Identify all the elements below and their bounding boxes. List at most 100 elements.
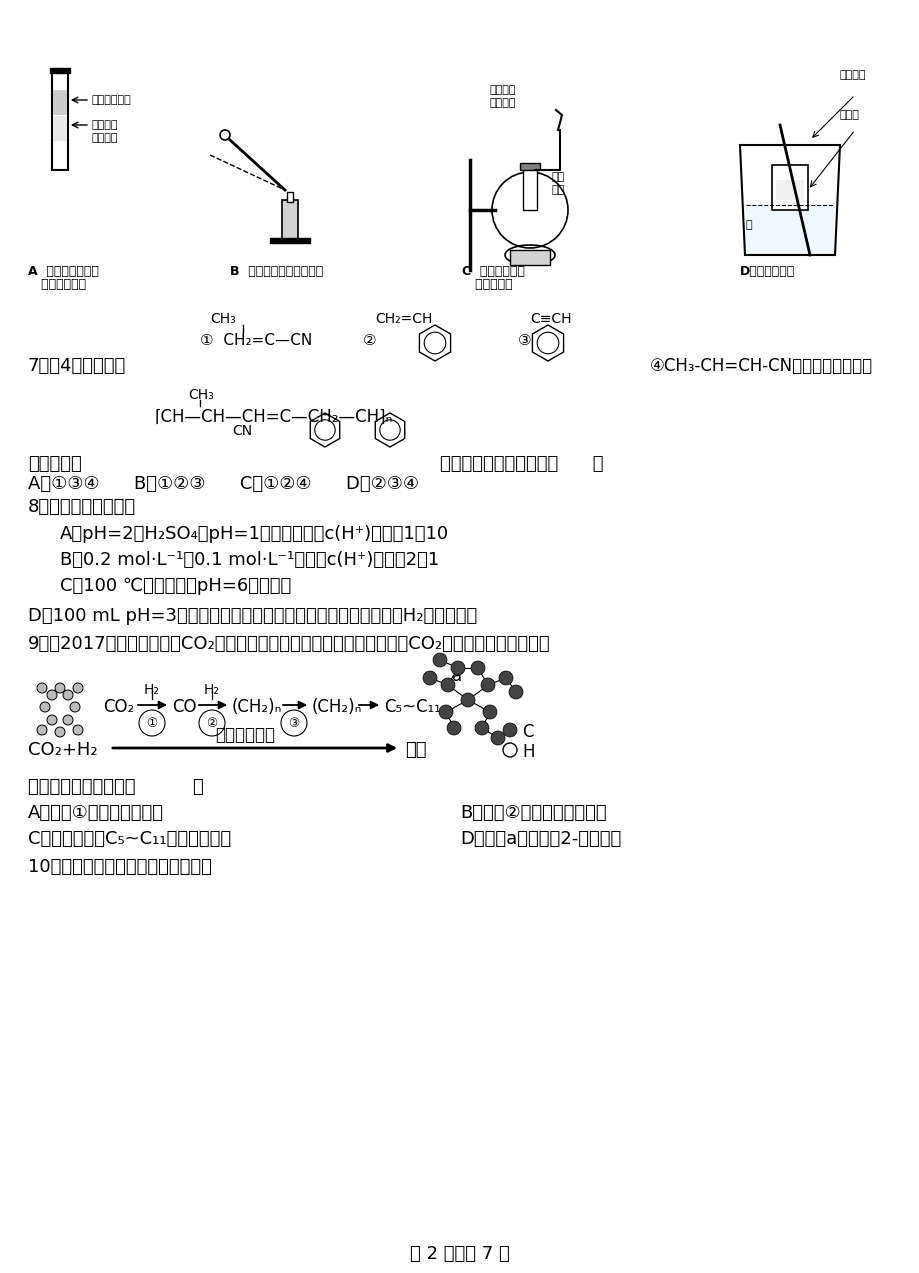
Text: D．检验酸稀释: D．检验酸稀释: [739, 265, 794, 278]
Text: H₂: H₂: [144, 684, 160, 698]
Circle shape: [471, 661, 484, 675]
Bar: [771, 165, 807, 210]
Circle shape: [460, 693, 474, 707]
Circle shape: [55, 727, 65, 737]
Text: 下列说法不正确的是（          ）: 下列说法不正确的是（ ）: [28, 778, 203, 796]
Circle shape: [280, 710, 307, 736]
Circle shape: [440, 679, 455, 693]
Circle shape: [139, 710, 165, 736]
Text: D．图中a的名称是2-甲基丁烷: D．图中a的名称是2-甲基丁烷: [460, 830, 620, 848]
Text: CO: CO: [172, 698, 197, 715]
Circle shape: [47, 715, 57, 726]
Text: 的高分子材料正确的是（      ）: 的高分子材料正确的是（ ）: [439, 454, 603, 474]
Text: 结构简式为: 结构简式为: [28, 454, 82, 474]
Circle shape: [481, 679, 494, 693]
Bar: [50, 67, 70, 73]
Text: CH₃: CH₃: [187, 388, 213, 402]
Text: 锌粒: 锌粒: [551, 172, 564, 182]
Text: a: a: [451, 667, 461, 685]
Circle shape: [55, 684, 65, 693]
Circle shape: [498, 671, 513, 685]
Text: C≡CH: C≡CH: [529, 312, 571, 326]
Circle shape: [62, 715, 73, 726]
Circle shape: [199, 710, 225, 736]
Text: C: C: [521, 723, 533, 741]
Bar: [745, 205, 834, 255]
Text: ②: ②: [363, 334, 376, 348]
Text: C₅~C₁₁: C₅~C₁₁: [383, 698, 440, 715]
Circle shape: [508, 685, 522, 699]
Text: A．①③④      B．①②③      C．①②④      D．②③④: A．①③④ B．①②③ C．①②④ D．②③④: [28, 475, 418, 493]
Bar: [52, 70, 68, 171]
Text: 多功能催化剂: 多功能催化剂: [215, 726, 275, 743]
Text: ④CH₃-CH=CH-CN，其中可用于合成: ④CH₃-CH=CH-CN，其中可用于合成: [650, 356, 872, 376]
Bar: [509, 250, 550, 265]
Text: ②: ②: [206, 717, 218, 729]
Circle shape: [447, 721, 460, 735]
Circle shape: [503, 723, 516, 737]
Text: 7．有4种有机物：: 7．有4种有机物：: [28, 356, 126, 376]
Circle shape: [491, 731, 505, 745]
Text: B．反应②中只有碳碳键形成: B．反应②中只有碳碳键形成: [460, 805, 606, 822]
Text: 产生气体: 产生气体: [490, 85, 516, 95]
Text: C．汽油主要是C₅~C₁₁的烃类混合物: C．汽油主要是C₅~C₁₁的烃类混合物: [28, 830, 231, 848]
Text: 不断搅拌: 不断搅拌: [839, 70, 866, 80]
Text: CN: CN: [232, 424, 252, 438]
Text: C  制备并检验氯: C 制备并检验氯: [461, 265, 525, 278]
Bar: [287, 192, 292, 202]
Text: 汽油: 汽油: [404, 741, 426, 759]
Text: 水: 水: [745, 220, 752, 230]
Circle shape: [40, 701, 50, 712]
Bar: [53, 116, 67, 141]
Text: H: H: [521, 743, 534, 761]
Text: 并观察其颜色: 并观察其颜色: [28, 278, 86, 292]
Text: 氯氧化钠溶液: 氯氧化钠溶液: [92, 95, 131, 104]
Bar: [522, 168, 537, 210]
Text: A．反应①的产物中含有水: A．反应①的产物中含有水: [28, 805, 164, 822]
Text: CO₂: CO₂: [103, 698, 134, 715]
Circle shape: [73, 726, 83, 735]
Bar: [519, 163, 539, 171]
Circle shape: [474, 721, 489, 735]
Circle shape: [37, 684, 47, 693]
Text: 8．下列说法正确的是: 8．下列说法正确的是: [28, 498, 136, 516]
Text: H₂: H₂: [204, 684, 220, 698]
Text: 气的可燃性: 气的可燃性: [461, 278, 512, 292]
Text: CO₂+H₂: CO₂+H₂: [28, 741, 97, 759]
Text: 亚铁溶液: 亚铁溶液: [92, 132, 119, 143]
Text: 9．【2017北京卷】我国在CO₂催化加氢制取汽油方面取得突破性进展，CO₂转化过程示意图如下：: 9．【2017北京卷】我国在CO₂催化加氢制取汽油方面取得突破性进展，CO₂转化…: [28, 635, 550, 653]
Text: 新制硫酸: 新制硫酸: [92, 120, 119, 130]
Circle shape: [433, 653, 447, 667]
Bar: [282, 200, 298, 241]
Text: 第 2 页，共 7 页: 第 2 页，共 7 页: [410, 1245, 509, 1263]
Text: ①: ①: [146, 717, 157, 729]
Circle shape: [438, 705, 452, 719]
Circle shape: [62, 690, 73, 700]
Text: B  观察钾离子的焰色反应: B 观察钾离子的焰色反应: [230, 265, 323, 278]
Circle shape: [70, 701, 80, 712]
Bar: [53, 90, 67, 115]
Text: D．100 mL pH=3的盐酸和醋酸溶液，分别与足量锌反应后，所得H₂的质量相等: D．100 mL pH=3的盐酸和醋酸溶液，分别与足量锌反应后，所得H₂的质量相…: [28, 607, 477, 625]
Text: ③: ③: [517, 334, 531, 348]
Text: CH₂=CH: CH₂=CH: [375, 312, 432, 326]
Text: CH₃: CH₃: [210, 312, 235, 326]
Text: A．pH=2的H₂SO₄与pH=1的硝酸溶液中c(H⁺)之比为1：10: A．pH=2的H₂SO₄与pH=1的硝酸溶液中c(H⁺)之比为1：10: [60, 524, 448, 544]
Text: 立即点燃: 立即点燃: [490, 98, 516, 108]
Text: B．0.2 mol·L⁻¹与0.1 mol·L⁻¹醋酸中c(H⁺)之比为2：1: B．0.2 mol·L⁻¹与0.1 mol·L⁻¹醋酸中c(H⁺)之比为2：1: [60, 551, 438, 569]
Text: ①  CH₂=C—CN: ① CH₂=C—CN: [199, 334, 312, 348]
Text: C．100 ℃时，纯水的pH=6，显酸性: C．100 ℃时，纯水的pH=6，显酸性: [60, 577, 291, 594]
Text: A  制备氢氧化亚铁: A 制备氢氧化亚铁: [28, 265, 98, 278]
Circle shape: [482, 705, 496, 719]
Circle shape: [423, 671, 437, 685]
Bar: [775, 179, 803, 200]
Circle shape: [37, 726, 47, 735]
Circle shape: [73, 684, 83, 693]
Bar: [269, 238, 310, 243]
Text: 盐酸: 盐酸: [551, 185, 564, 195]
Circle shape: [450, 661, 464, 675]
Text: (CH₂)ₙ: (CH₂)ₙ: [312, 698, 362, 715]
Text: ③: ③: [288, 717, 300, 729]
Circle shape: [47, 690, 57, 700]
Text: ⌈CH—CH—CH=C—CH₂—CH⌉ₙ: ⌈CH—CH—CH=C—CH₂—CH⌉ₙ: [154, 409, 393, 426]
Text: 10．关于下列各图的叙述，正确的是: 10．关于下列各图的叙述，正确的是: [28, 858, 211, 876]
